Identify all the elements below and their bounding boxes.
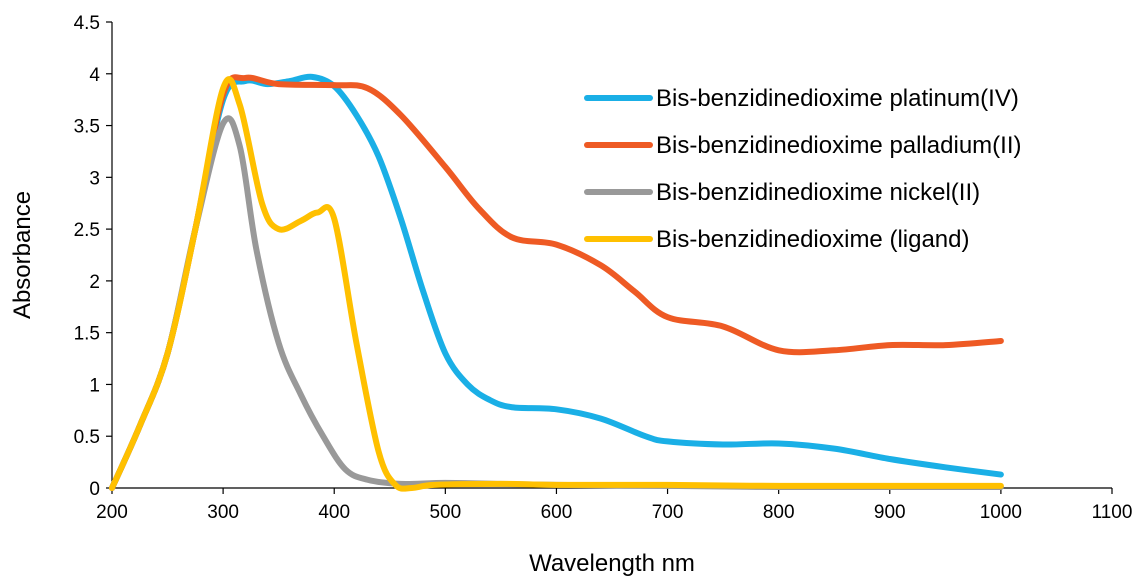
y-tick-label: 0.5 (74, 427, 100, 448)
x-tick-label: 1100 (1092, 502, 1133, 523)
x-tick-label: 300 (207, 502, 239, 523)
x-axis-title: Wavelength nm (529, 550, 695, 577)
series-layer (109, 73, 1004, 492)
x-tick-label: 700 (652, 502, 684, 523)
y-tick-label: 4 (89, 65, 100, 86)
y-tick-label: 2 (89, 272, 100, 293)
x-tick-label: 1000 (980, 502, 1022, 523)
legend-label: Bis-benzidinedioxime platinum(IV) (656, 85, 1019, 112)
series-line-4 (109, 76, 1004, 492)
x-tick-label: 900 (874, 502, 906, 523)
y-axis-ticks: 0 0.5 1 1.5 2 2.5 3 3.5 4 4.5 (74, 13, 112, 500)
legend-label: Bis-benzidinedioxime nickel(II) (656, 179, 980, 206)
x-axis-ticks: 200 300 400 500 600 700 800 900 1000 1100 (96, 488, 1132, 523)
x-tick-label: 800 (763, 502, 795, 523)
y-tick-label: 1.5 (74, 324, 100, 345)
y-tick-label: 3.5 (74, 117, 100, 138)
legend: Bis-benzidinedioxime platinum(IV) Bis-ben… (584, 85, 1022, 253)
legend-label: Bis-benzidinedioxime (ligand) (656, 226, 970, 253)
y-axis-title: Absorbance (9, 191, 36, 319)
y-tick-label: 0 (89, 479, 100, 500)
y-tick-label: 4.5 (74, 13, 100, 34)
x-tick-label: 500 (429, 502, 461, 523)
x-tick-label: 400 (318, 502, 350, 523)
y-tick-label: 2.5 (74, 220, 100, 241)
x-tick-label: 200 (96, 502, 128, 523)
y-tick-label: 3 (89, 168, 100, 189)
x-tick-label: 600 (541, 502, 573, 523)
y-tick-label: 1 (89, 375, 100, 396)
series-line-3 (109, 115, 1004, 491)
legend-label: Bis-benzidinedioxime palladium(II) (656, 132, 1022, 159)
